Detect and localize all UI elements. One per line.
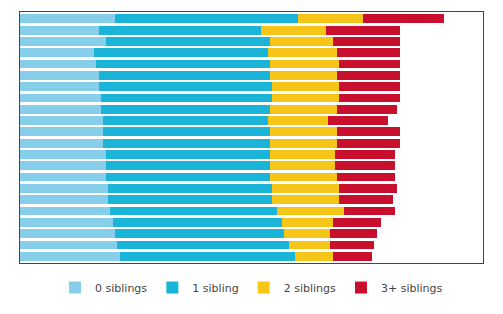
svg-text:1 sibling: 1 sibling [192, 282, 238, 295]
svg-text:0 siblings: 0 siblings [95, 282, 147, 295]
svg-text:3+ siblings: 3+ siblings [381, 282, 443, 295]
svg-text:2 siblings: 2 siblings [284, 282, 336, 295]
